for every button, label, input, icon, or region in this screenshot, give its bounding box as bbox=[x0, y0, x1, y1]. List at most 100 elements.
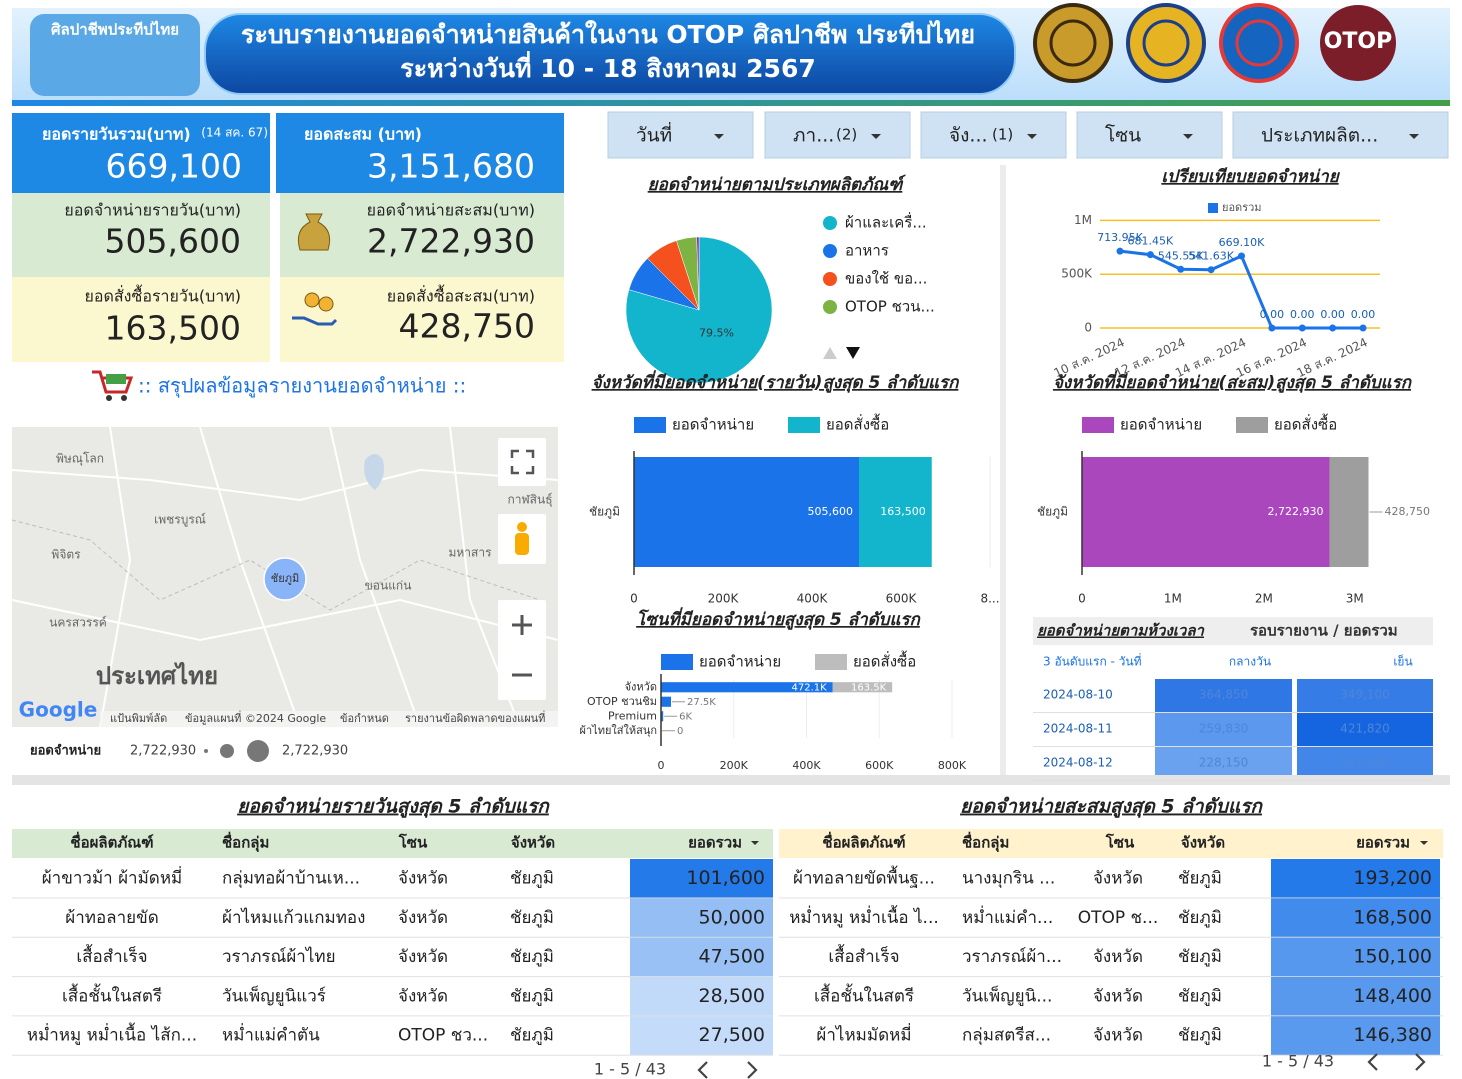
data-label: 472.1K bbox=[792, 682, 828, 693]
table-cell: ชัยภูมิ bbox=[1178, 1026, 1222, 1046]
total-cell bbox=[630, 976, 773, 1016]
chart-title: จังหวัดที่มียอดจำหน่าย(สะสม)สูงสุด 5 ลำด… bbox=[1053, 370, 1413, 393]
legend-label: ยอดรวม bbox=[1222, 201, 1262, 214]
map-legend-max: 2,722,930 bbox=[282, 744, 348, 759]
legend-page-up[interactable] bbox=[823, 347, 837, 359]
table-cell: ชัยภูมิ bbox=[510, 947, 554, 967]
prev-page-button[interactable] bbox=[1367, 1053, 1378, 1071]
bar bbox=[661, 682, 833, 693]
map-place-label: นครสวรรค์ bbox=[49, 616, 107, 630]
y-tick-label: Premium bbox=[608, 709, 657, 722]
table-header: ชื่อกลุ่ม bbox=[222, 832, 269, 853]
table-cell: 2024-08-10 bbox=[1043, 688, 1113, 702]
table-header: 3 อันดับแรก - วันที่ bbox=[1043, 653, 1142, 669]
total-cell bbox=[1271, 1016, 1440, 1056]
data-label: 2,722,930 bbox=[1268, 505, 1324, 518]
next-page-button[interactable] bbox=[747, 1061, 758, 1079]
pagination: 1 - 5 / 43 bbox=[594, 1060, 666, 1079]
table-cell: 168,500 bbox=[1353, 906, 1432, 928]
table-cell: 146,380 bbox=[1353, 1024, 1432, 1046]
table-cell: OTOP ช... bbox=[1078, 908, 1159, 928]
map-zoom-buttons[interactable] bbox=[498, 600, 546, 700]
data-label: 163.5K bbox=[851, 682, 887, 693]
x-tick-label: 3M bbox=[1346, 592, 1364, 606]
next-page-button[interactable] bbox=[1415, 1053, 1426, 1071]
filter-dropdown[interactable] bbox=[920, 111, 1067, 159]
data-label: 0.00 bbox=[1260, 308, 1285, 321]
data-label: 163,500 bbox=[880, 505, 926, 518]
map-fullscreen-button[interactable] bbox=[498, 438, 546, 486]
bar bbox=[1329, 457, 1369, 567]
table-cell: จังหวัด bbox=[1093, 947, 1143, 967]
fullscreen-icon bbox=[510, 449, 535, 475]
sort-arrow[interactable] bbox=[1420, 841, 1428, 845]
kpi-value: 2,722,930 bbox=[367, 222, 535, 261]
x-tick-label: 0 bbox=[658, 759, 665, 772]
table-cell: วราภรณ์ผ้า... bbox=[962, 947, 1062, 967]
map-country-label: ประเทศไทย bbox=[96, 661, 218, 690]
legend-swatch bbox=[788, 417, 820, 433]
y-tick-label: 1M bbox=[1074, 213, 1092, 227]
coin-icon bbox=[304, 292, 320, 308]
data-label: 6K bbox=[679, 711, 692, 722]
filter-dropdown[interactable] bbox=[607, 111, 754, 159]
map-lake bbox=[364, 454, 384, 490]
legend-dot bbox=[247, 740, 269, 762]
data-label: 541.63K bbox=[1188, 250, 1234, 263]
kpi-card bbox=[12, 277, 270, 362]
map-footer-text: ข้อมูลแผนที่ ©2024 Google bbox=[185, 710, 326, 725]
map-legend-label: ยอดจำหน่าย bbox=[30, 743, 101, 759]
table-header: ยอดรวม bbox=[688, 834, 742, 852]
legend-label: ยอดจำหน่าย bbox=[672, 416, 754, 434]
table-header: กลางวัน bbox=[1229, 655, 1271, 669]
table-cell: 2024-08-11 bbox=[1043, 722, 1113, 736]
map-road bbox=[329, 426, 421, 728]
filter-arrow bbox=[1027, 134, 1037, 139]
data-label: 505,600 bbox=[807, 505, 853, 518]
legend-label: อาหาร bbox=[845, 242, 889, 260]
table-cell: เสื้อสำเร็จ bbox=[76, 944, 147, 967]
table-cell: วันเพ็ญยูนิ... bbox=[962, 984, 1052, 1006]
map-place-label: ขอนแก่น bbox=[365, 579, 412, 593]
data-label: 681.45K bbox=[1128, 235, 1174, 248]
bar bbox=[832, 682, 893, 693]
x-tick-label: 400K bbox=[792, 759, 821, 772]
table-title-bar bbox=[1033, 617, 1433, 645]
filter-dropdown[interactable] bbox=[1076, 111, 1223, 159]
pie-slice bbox=[696, 236, 700, 311]
heat-cell bbox=[1297, 679, 1433, 712]
logo bbox=[1033, 3, 1113, 83]
prev-page-button[interactable] bbox=[697, 1061, 708, 1079]
hand-icon bbox=[292, 316, 338, 326]
legend-swatch bbox=[1236, 417, 1268, 433]
legend-dot bbox=[220, 744, 234, 758]
data-label: 428,750 bbox=[1385, 505, 1431, 518]
filter-dropdown[interactable] bbox=[764, 111, 911, 159]
table-cell: 148,400 bbox=[1353, 985, 1432, 1007]
map-footer-bar bbox=[100, 711, 558, 727]
sort-arrow[interactable] bbox=[751, 841, 759, 845]
heat-cell bbox=[1155, 747, 1292, 775]
filter-count: (1) bbox=[992, 126, 1013, 144]
map-footer-text: ข้อกำหนด bbox=[340, 712, 389, 725]
table-cell: จังหวัด bbox=[398, 908, 448, 928]
data-label: 713.95K bbox=[1097, 231, 1143, 244]
map-marker[interactable] bbox=[263, 557, 307, 601]
legend-swatch bbox=[823, 244, 837, 258]
line-point bbox=[1238, 252, 1245, 260]
kpi-card bbox=[280, 277, 564, 362]
header-stripe bbox=[12, 100, 1450, 106]
table-cell: 27,500 bbox=[699, 1024, 765, 1046]
section-title: :: สรุปผลข้อมูลรายงานยอดจำหน่าย :: bbox=[138, 374, 466, 399]
table-cell: 47,500 bbox=[699, 946, 765, 968]
legend-swatch bbox=[1082, 417, 1114, 433]
legend-page-down[interactable] bbox=[846, 347, 860, 359]
bar bbox=[858, 457, 932, 567]
line-point bbox=[1298, 324, 1306, 332]
table-cell: วันเพ็ญยูนิแวร์ bbox=[222, 984, 326, 1006]
table-cell: 259,830 bbox=[1199, 722, 1249, 736]
table-title: ยอดจำหน่ายสะสมสูงสุด 5 ลำดับแรก bbox=[960, 796, 1263, 819]
table-cell: วราภรณ์ผ้าไทย bbox=[222, 946, 336, 967]
data-label: 0.00 bbox=[1290, 308, 1315, 321]
